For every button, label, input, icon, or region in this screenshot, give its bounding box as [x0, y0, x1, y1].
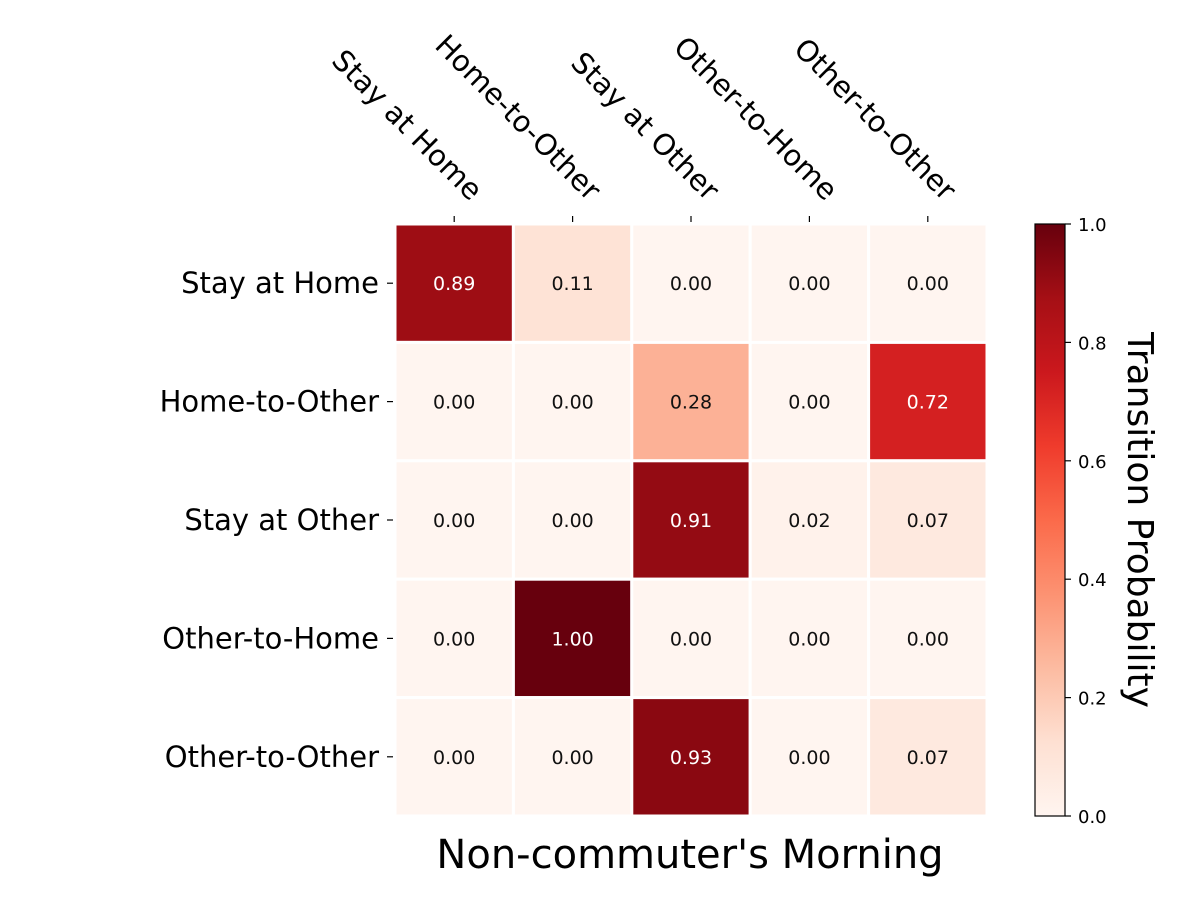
cell-value-label: 0.07 [907, 510, 949, 532]
cell-value-label: 0.00 [907, 273, 949, 295]
y-tick-label: Stay at Other [184, 503, 379, 537]
heatmap-cell [393, 696, 515, 818]
y-tick-label: Other-to-Home [162, 621, 379, 655]
heatmap-cell [511, 696, 634, 818]
heatmap-cell [511, 577, 634, 700]
heatmap-cell [630, 577, 752, 700]
colorbar-tick-label: 1.0 [1078, 215, 1107, 236]
cell-value-label: 0.00 [433, 392, 475, 414]
y-tick-label: Stay at Home [181, 266, 379, 300]
colorbar-label: Transition Probability [1119, 331, 1160, 708]
row-labels: Stay at Home Home-to-Other Stay at Other Ot… [160, 266, 393, 774]
heatmap-cell [393, 577, 515, 700]
cell-value-label: 0.00 [433, 747, 475, 769]
heatmap-cell [630, 340, 752, 463]
heatmap-cell [393, 222, 515, 344]
colorbar-tick-label: 0.4 [1078, 570, 1107, 591]
cell-value-label: 0.07 [907, 747, 949, 769]
cell-value-label: 0.00 [551, 510, 593, 532]
cell-value-label: 0.00 [788, 273, 830, 295]
cell-value-label: 0.00 [907, 628, 949, 650]
x-axis-label: Non-commuter's Morning [436, 832, 943, 878]
colorbar-tick-label: 0.6 [1078, 452, 1107, 473]
cell-value-label: 0.00 [788, 747, 830, 769]
cell-value-label: 0.00 [788, 392, 830, 414]
heatmap-cells: 0.89 0.11 0.00 0.00 0.00 0.00 0.00 0.28 0.00 0.72… [393, 222, 989, 818]
heatmap-cell [867, 577, 989, 700]
cell-value-label: 1.00 [551, 628, 593, 650]
cell-value-label: 0.00 [670, 273, 712, 295]
cell-value-label: 0.00 [551, 392, 593, 414]
colorbar-tick-label: 0.8 [1078, 333, 1107, 354]
y-tick-label: Home-to-Other [160, 385, 379, 419]
cell-value-label: 0.00 [433, 510, 475, 532]
colorbar-gradient [1034, 223, 1066, 817]
colorbar-tick-label: 0.2 [1078, 689, 1107, 710]
cell-value-label: 0.00 [788, 628, 830, 650]
heatmap-cell [867, 696, 989, 818]
heatmap-cell [867, 340, 989, 463]
cell-value-label: 0.00 [433, 628, 475, 650]
cell-value-label: 0.89 [433, 273, 475, 295]
colorbar: 0.0 0.2 0.4 0.6 0.8 1.0 [1034, 215, 1107, 828]
heatmap-cell [393, 340, 515, 463]
cell-value-label: 0.00 [670, 628, 712, 650]
heatmap-cell [748, 577, 871, 700]
heatmap-cell [748, 459, 871, 581]
heatmap-cell [630, 696, 752, 818]
cell-value-label: 0.00 [551, 747, 593, 769]
heatmap-cell [511, 459, 634, 581]
cell-value-label: 0.28 [670, 392, 712, 414]
cell-value-label: 0.91 [670, 510, 712, 532]
cell-value-label: 0.11 [551, 273, 593, 295]
colorbar-tick-label: 0.0 [1078, 807, 1107, 828]
cell-value-label: 0.72 [907, 392, 949, 414]
cell-value-label: 0.93 [670, 747, 712, 769]
heatmap-cell [511, 222, 634, 344]
y-tick-label: Other-to-Other [165, 740, 379, 774]
cell-value-label: 0.02 [788, 510, 830, 532]
